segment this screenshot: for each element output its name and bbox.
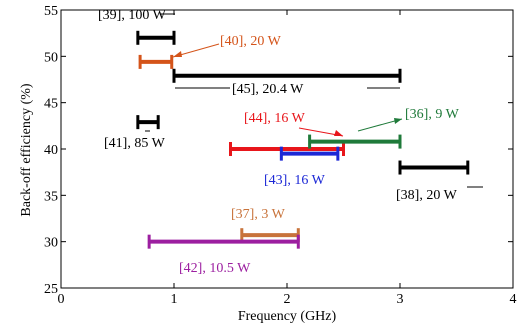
y-tick-label-3: 40 [44, 143, 58, 158]
y-tick-label-1: 30 [44, 236, 58, 251]
bar-labels: [39], 100 W [40], 20 W [45], 20.4 W [41]… [98, 8, 460, 276]
label-36: [36], 9 W [405, 107, 460, 122]
leader-arrow-44 [334, 130, 343, 136]
y-tick-label-4: 45 [44, 97, 58, 112]
range-bar-1 [138, 54, 174, 69]
label-37: [37], 3 W [231, 207, 286, 222]
axis-ticks: 0 1 2 3 4 25 30 35 40 45 50 55 [44, 4, 517, 307]
range-bar-0 [136, 30, 176, 45]
label-42: [42], 10.5 W [179, 261, 251, 276]
label-45: [45], 20.4 W [232, 82, 304, 97]
range-bar-7 [398, 160, 470, 175]
y-tick-label-6: 55 [44, 4, 58, 19]
label-39: [39], 100 W [98, 8, 167, 23]
x-tick-label-4: 4 [510, 292, 517, 307]
leader-arrow-40 [173, 51, 182, 57]
x-tick-label-2: 2 [284, 292, 291, 307]
range-bars [136, 30, 470, 249]
label-leaders [145, 13, 483, 188]
range-bar-5 [308, 134, 402, 149]
y-tick-label-2: 35 [44, 189, 58, 204]
label-41: [41], 85 W [104, 136, 166, 151]
x-axis-label: Frequency (GHz) [238, 309, 337, 324]
label-38: [38], 20 W [396, 188, 458, 203]
x-tick-label-0: 0 [58, 292, 65, 307]
label-40: [40], 20 W [220, 34, 282, 49]
x-tick-label-1: 1 [171, 292, 178, 307]
range-bar-2 [172, 68, 402, 83]
x-tick-label-3: 3 [397, 292, 404, 307]
y-axis-label: Back-off efficiency (%) [19, 83, 34, 217]
range-bar-6 [279, 146, 340, 161]
range-bar-4 [229, 142, 345, 156]
y-tick-label-5: 50 [44, 50, 58, 65]
range-bar-3 [136, 115, 160, 130]
label-44: [44], 16 W [244, 111, 306, 126]
y-tick-label-0: 25 [44, 282, 58, 297]
leader-arrow-36 [394, 118, 402, 124]
range-bar-9 [147, 234, 300, 249]
label-43: [43], 16 W [264, 173, 326, 188]
